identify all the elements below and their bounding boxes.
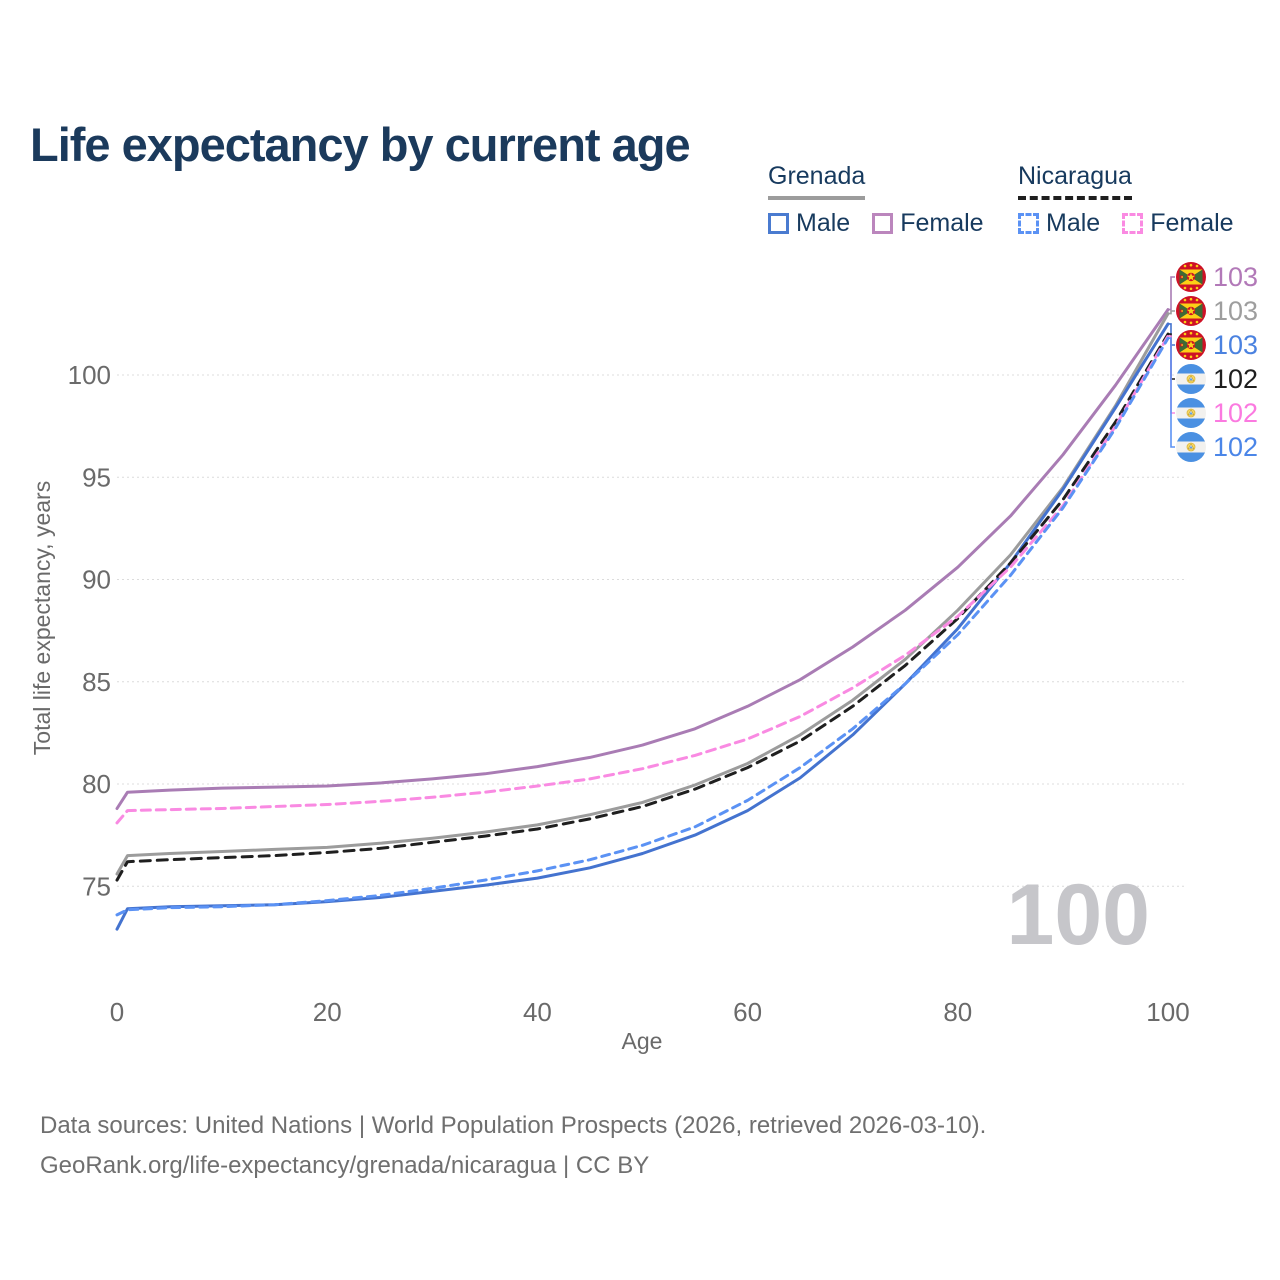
x-tick-label-60: 60 <box>733 997 762 1027</box>
y-tick-label-80: 80 <box>82 769 111 799</box>
endpoint-label-row: 102 <box>1176 364 1258 394</box>
chart-line-grenada-male <box>115 322 1170 931</box>
legend-item-label: Female <box>900 209 984 237</box>
legend-group-grenada: Grenada Male Female <box>768 162 1006 238</box>
legend-country-nicaragua[interactable]: Nicaragua <box>1018 162 1132 200</box>
x-tick-label-20: 20 <box>313 997 342 1027</box>
nicaragua-male-swatch-icon <box>1018 213 1039 234</box>
endpoint-label-row: 102 <box>1176 432 1258 462</box>
grenada-flag-icon <box>1176 330 1206 360</box>
grenada-flag-icon <box>1176 296 1206 326</box>
legend-item-grenada-male[interactable]: Male <box>768 209 850 238</box>
grenada-male-swatch-icon <box>768 213 789 234</box>
y-tick-label-90: 90 <box>82 565 111 595</box>
y-tick-label-85: 85 <box>82 667 111 697</box>
chart-line-nicaragua-total <box>115 332 1170 882</box>
legend-group-nicaragua: Nicaragua Male Female <box>1018 162 1256 238</box>
chart-line-grenada-female <box>115 308 1170 810</box>
legend-item-label: Female <box>1150 209 1234 237</box>
x-axis-title: Age <box>622 1028 663 1054</box>
endpoint-value: 102 <box>1213 364 1258 394</box>
legend-item-label: Male <box>796 209 851 237</box>
x-tick-label-100: 100 <box>1146 997 1189 1027</box>
legend-item-nicaragua-male[interactable]: Male <box>1018 209 1100 238</box>
endpoint-value: 103 <box>1213 296 1258 326</box>
x-tick-label-0: 0 <box>110 997 124 1027</box>
endpoint-label-row: 103 <box>1176 262 1258 292</box>
endpoint-labels: 103 103 103 102 102 102 <box>1176 262 1258 462</box>
legend-item-label: Male <box>1046 209 1101 237</box>
source-url-line[interactable]: GeoRank.org/life-expectancy/grenada/nica… <box>40 1152 650 1179</box>
y-axis-title: Total life expectancy, years <box>29 481 55 755</box>
endpoint-label-row: 103 <box>1176 296 1258 326</box>
chart-line-nicaragua-female <box>115 334 1170 825</box>
age-counter-watermark: 100 <box>1007 867 1151 963</box>
x-tick-label-40: 40 <box>523 997 552 1027</box>
nicaragua-flag-icon <box>1176 398 1206 428</box>
y-tick-label-75: 75 <box>82 871 111 901</box>
endpoint-label-row: 102 <box>1176 398 1258 428</box>
leader-line-grenada-total <box>1168 310 1175 315</box>
legend-item-nicaragua-female[interactable]: Female <box>1122 209 1234 238</box>
legend-country-grenada[interactable]: Grenada <box>768 162 866 200</box>
legend-item-grenada-female[interactable]: Female <box>872 209 984 238</box>
leader-line-nicaragua-male <box>1168 337 1175 448</box>
attribution-footer: Data sources: United Nations | World Pop… <box>40 1106 986 1186</box>
y-tick-label-100: 100 <box>68 360 111 390</box>
nicaragua-female-swatch-icon <box>1122 213 1144 234</box>
nicaragua-flag-icon <box>1176 432 1206 462</box>
nicaragua-flag-icon <box>1176 364 1206 394</box>
endpoint-value: 102 <box>1213 398 1258 428</box>
page-title: Life expectancy by current age <box>30 118 691 172</box>
grenada-flag-icon <box>1176 262 1206 292</box>
endpoint-value: 103 <box>1213 330 1258 360</box>
x-tick-label-80: 80 <box>943 997 972 1027</box>
endpoint-label-row: 103 <box>1176 330 1258 360</box>
endpoint-value: 102 <box>1213 432 1258 462</box>
chart-line-grenada-total <box>115 312 1170 876</box>
data-sources-line: Data sources: United Nations | World Pop… <box>40 1112 987 1139</box>
leader-line-grenada-female <box>1168 276 1175 311</box>
endpoint-value: 103 <box>1213 262 1258 292</box>
plot-area: 75 80 85 90 95 100 0 20 40 60 80 100 <box>68 276 1190 1027</box>
y-tick-label-95: 95 <box>82 462 111 492</box>
grenada-female-swatch-icon <box>872 213 894 234</box>
chart-line-nicaragua-male <box>115 336 1170 917</box>
